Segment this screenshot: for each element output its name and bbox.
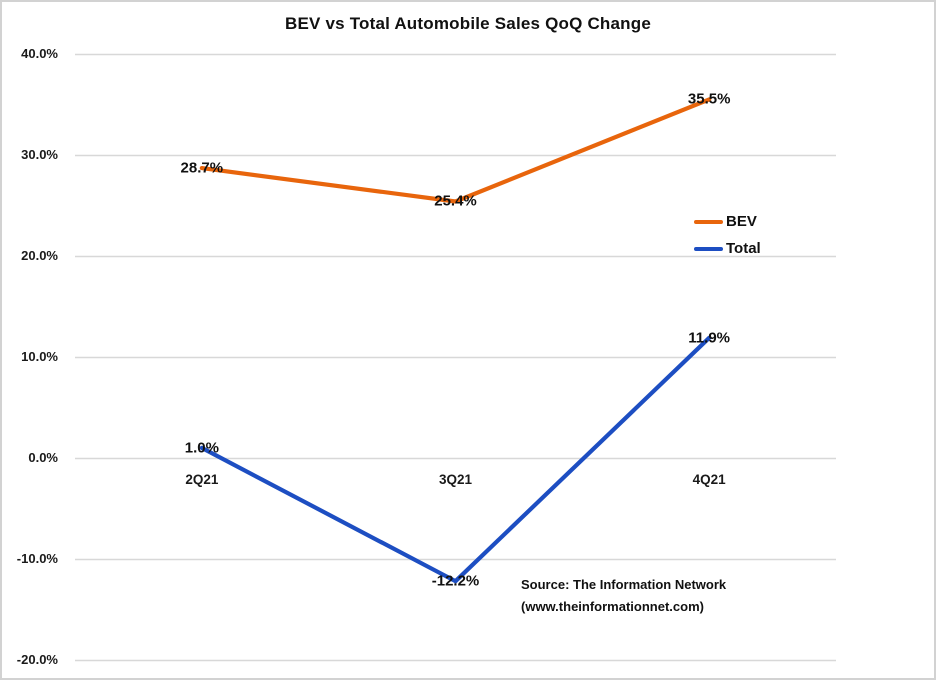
data-label-total-4q21: 11.9% [688,329,731,347]
source-credit-line2: (www.theinformationnet.com) [521,599,704,614]
y-axis-tick-label: -20.0% [16,652,58,667]
legend-label-total: Total [726,240,761,257]
y-axis-tick-label: 0.0% [28,450,58,465]
data-label-total-2q21: 1.0% [184,439,219,457]
chart-title: BEV vs Total Automobile Sales QoQ Change [284,14,651,33]
y-axis-tick-label: 20.0% [21,248,58,263]
data-label-bev-4q21: 35.5% [687,90,731,108]
source-credit-line1: Source: The Information Network [521,577,727,592]
y-axis-tick-label: -10.0% [16,551,58,566]
data-label-bev-3q21: 25.4% [434,192,477,210]
y-axis-tick-label: 10.0% [21,349,58,364]
legend-item-bev: BEV [694,208,761,235]
series-line-bev [199,97,712,204]
y-axis-tick-label: 30.0% [21,147,58,162]
legend: BEV Total [694,208,761,262]
y-axis-tick-label: 40.0% [21,46,58,61]
legend-swatch-bev-line [694,219,723,224]
data-label-total-3q21: -12.2% [431,572,480,590]
source-credit: Source: The Information Network (www.the… [521,574,726,618]
series-line-total [199,335,712,584]
legend-swatch-total-line [694,246,723,251]
x-axis-tick-label: 4Q21 [692,472,726,487]
data-label-bev-2q21: 28.7% [180,159,224,177]
legend-item-total: Total [694,235,761,262]
legend-label-bev: BEV [726,213,757,230]
x-axis-tick-label: 3Q21 [438,472,473,487]
x-axis-tick-label: 2Q21 [185,472,219,487]
